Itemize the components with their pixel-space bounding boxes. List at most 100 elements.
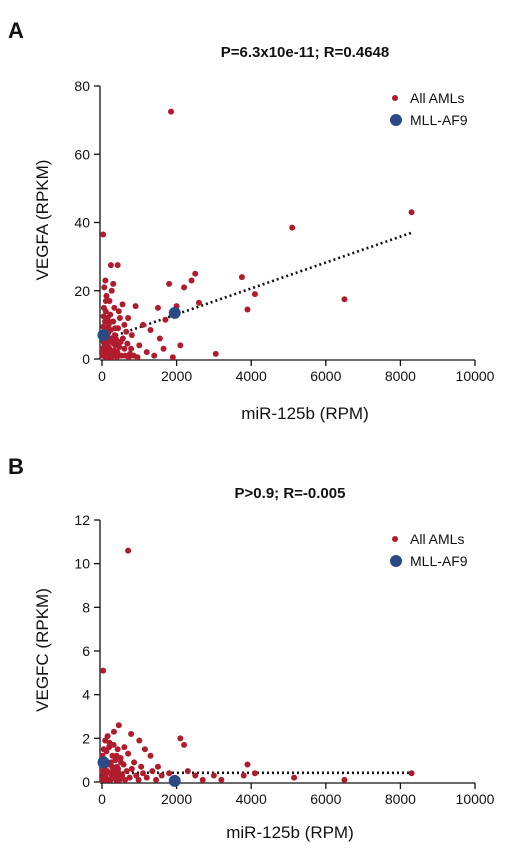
panel-a-y-tick-label: 0 <box>82 351 90 367</box>
panel-a-y-tick-label: 80 <box>74 78 90 94</box>
panel-b-all-amls-point <box>244 761 251 768</box>
panel-b-all-amls-point <box>112 770 119 777</box>
panel-a-legend: All AMLs MLL-AF9 <box>390 90 468 128</box>
panel-b-all-amls-point <box>128 730 135 737</box>
panel-a-all-amls-point <box>111 304 118 311</box>
panel-b-all-amls-point <box>125 547 132 554</box>
panel-a-all-amls-point <box>128 332 135 339</box>
panel-b-y-tick-label: 4 <box>82 687 90 703</box>
panel-b-all-amls-point <box>115 765 122 772</box>
panel-a-all-amls-point <box>102 277 109 284</box>
panel-a-x-tick-label: 4000 <box>236 368 267 384</box>
panel-b-all-amls-point <box>123 768 130 775</box>
panel-b-all-amls-point <box>140 770 147 777</box>
panel-a-all-amls-point <box>115 338 122 345</box>
panel-b-all-amls-point <box>177 735 184 742</box>
panel-b-all-amls-point <box>136 737 143 744</box>
panel-a-all-amls-point <box>124 340 131 347</box>
panel-a-all-amls-point <box>114 262 121 269</box>
panel-b-all-amls-point <box>100 746 107 753</box>
panel-b-all-amls-point <box>240 772 247 779</box>
panel-b-y-tick-label: 12 <box>74 512 90 528</box>
panel-b-all-amls-point <box>135 776 142 783</box>
panel-a-all-amls-point <box>119 301 126 308</box>
panel-b-legend: All AMLs MLL-AF9 <box>390 531 468 569</box>
panel-a-all-amls-point <box>116 344 123 351</box>
panel-a-all-amls-point <box>238 274 245 281</box>
panel-b-all-amls-point <box>128 765 135 772</box>
panel-b-y-tick-label: 2 <box>82 730 90 746</box>
panel-b-mll-af9-point <box>97 756 110 769</box>
panel-a-all-amls-point <box>192 270 199 277</box>
panel-b-all-amls-point <box>291 774 298 781</box>
panel-b-all-amls-point <box>115 722 122 729</box>
panel-b-all-amls-point <box>104 733 111 740</box>
panel-a-all-amls-point <box>110 340 117 347</box>
panel-b-all-amls-point <box>109 763 116 770</box>
panel-b-all-amls-point <box>110 741 117 748</box>
panel-a-all-amls-point <box>212 350 219 357</box>
panel-b-all-amls-point <box>154 763 161 770</box>
panel-b-all-amls-point <box>113 752 120 759</box>
panel-b-y-tick-label: 10 <box>74 556 90 572</box>
panel-b-all-amls-point <box>102 737 109 744</box>
panel-b-y-tick-label: 8 <box>82 599 90 615</box>
panel-a-all-amls-point <box>116 315 123 322</box>
panel-a-legend-mll-af9-marker <box>390 114 402 126</box>
panel-b-x-tick-label: 4000 <box>236 791 267 807</box>
panel-a-all-amls-point <box>156 335 163 342</box>
panel-b-all-amls-point <box>181 741 188 748</box>
panel-b-all-amls-point <box>218 776 225 783</box>
panel-a-all-amls-point <box>121 345 128 352</box>
panel-a-all-amls-point <box>107 262 114 269</box>
panel-a-legend-all-amls-label: All AMLs <box>410 90 464 106</box>
panel-a-x-tick-label: 6000 <box>310 368 341 384</box>
panel-b-all-amls-point <box>109 752 116 759</box>
panel-b-all-amls-point <box>122 776 129 783</box>
panel-b-all-amls-point <box>121 744 128 751</box>
panel-b-all-amls-point <box>251 770 258 777</box>
panel-a-all-amls-point <box>181 284 188 291</box>
panel-a-all-amls-point <box>195 299 202 306</box>
panel-b-y-tick-label: 6 <box>82 643 90 659</box>
panel-a-all-amls-point <box>110 280 117 287</box>
panel-b-all-amls-point <box>210 772 217 779</box>
panel-a-all-amls-point <box>169 354 176 361</box>
panel-a-all-amls-point <box>119 335 126 342</box>
panel-a-all-amls-point <box>115 325 122 332</box>
panel-b-legend-mll-af9-label: MLL-AF9 <box>410 553 468 569</box>
panel-b-all-amls-point <box>125 750 132 757</box>
panel-b-all-amls-point <box>149 768 156 775</box>
panel-a-mll-af9-point <box>168 306 181 319</box>
panel-b-all-amls-point <box>126 774 133 781</box>
panel-b-all-amls-point <box>192 772 199 779</box>
panel-b-all-amls-point <box>114 746 121 753</box>
panel-a-all-amls-point <box>151 352 158 359</box>
panel-a-all-amls-point <box>123 328 130 335</box>
panel-a-mll-af9-point <box>97 329 110 342</box>
panel-b-all-amls-point <box>101 776 108 783</box>
panel-a-all-amls-point <box>289 224 296 231</box>
panel-b-x-tick-label: 0 <box>98 791 106 807</box>
panel-a-y-tick-label: 20 <box>74 283 90 299</box>
panel-b-all-amls-point <box>408 770 415 777</box>
panel-b: B P>0.9; R=-0.005 0 2 4 6 8 10 12 0 2000 4000 6000… <box>8 454 495 842</box>
panel-a-all-amls-point <box>105 349 112 356</box>
panel-a-y-tick-label: 60 <box>74 146 90 162</box>
panel-a-all-amls-point <box>166 280 173 287</box>
panel-a-x-tick-label: 0 <box>98 368 106 384</box>
panel-a-all-amls-point <box>101 284 108 291</box>
panel-a-all-amls-point <box>100 231 107 238</box>
panel-b-all-amls-point <box>119 772 126 779</box>
panel-a-all-amls-point <box>108 287 115 294</box>
panel-b-all-amls-point <box>102 770 109 777</box>
panel-a-all-amls-point <box>244 306 251 313</box>
panel-a-all-amls-point <box>104 354 111 361</box>
panel-b-all-amls-point <box>116 776 123 783</box>
panel-a-all-amls-point <box>168 108 175 115</box>
panel-b-x-tick-label: 6000 <box>310 791 341 807</box>
panel-a-all-amls-point <box>114 349 121 356</box>
panel-a-all-amls-point <box>188 277 195 284</box>
panel-a-y-tick-label: 40 <box>74 215 90 231</box>
